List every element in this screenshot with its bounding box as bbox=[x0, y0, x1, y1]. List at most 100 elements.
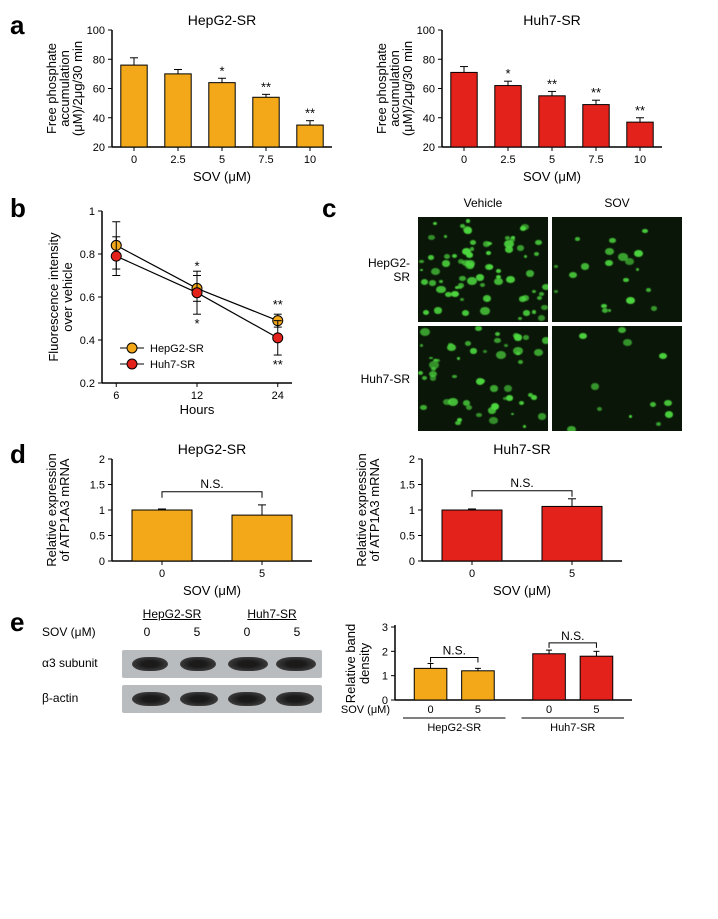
svg-text:2.5: 2.5 bbox=[500, 154, 515, 166]
panel-d-row: d 00.511.5205N.S.HepG2-SRRelative expres… bbox=[10, 439, 708, 599]
svg-text:0: 0 bbox=[99, 556, 105, 568]
panel-c-grid: Vehicle SOV HepG2-SR Huh7-SR bbox=[354, 193, 682, 431]
panel-c-label: c bbox=[322, 193, 344, 224]
svg-text:SOV (μM): SOV (μM) bbox=[523, 169, 581, 184]
svg-text:N.S.: N.S. bbox=[561, 629, 584, 643]
svg-text:0: 0 bbox=[159, 568, 165, 580]
micrograph-col-label: Vehicle bbox=[418, 196, 548, 210]
panel-a-label: a bbox=[10, 10, 32, 41]
svg-text:2: 2 bbox=[99, 454, 105, 466]
svg-text:**: ** bbox=[261, 79, 271, 94]
svg-text:*: * bbox=[219, 63, 224, 78]
svg-text:0.2: 0.2 bbox=[80, 378, 95, 390]
panel-a-chart-hepg2: 2040608010002.557.510*****HepG2-SRFree p… bbox=[42, 10, 342, 185]
svg-text:0: 0 bbox=[427, 704, 433, 716]
svg-text:Relative band: Relative band bbox=[343, 624, 358, 704]
svg-text:N.S.: N.S. bbox=[443, 644, 466, 658]
svg-text:Huh7-SR: Huh7-SR bbox=[150, 359, 195, 371]
svg-text:1.5: 1.5 bbox=[400, 480, 415, 492]
svg-text:2: 2 bbox=[382, 646, 388, 658]
svg-text:100: 100 bbox=[417, 25, 435, 37]
svg-text:(μM)/2μg/30 min: (μM)/2μg/30 min bbox=[400, 41, 415, 136]
svg-text:40: 40 bbox=[423, 113, 435, 125]
svg-text:5: 5 bbox=[593, 704, 599, 716]
svg-text:SOV (μM): SOV (μM) bbox=[493, 583, 551, 598]
panel-e-content: HepG2-SRHuh7-SRSOV (μM)0505α3 subunitβ-a… bbox=[42, 607, 640, 742]
svg-text:**: ** bbox=[305, 106, 315, 121]
svg-text:0.6: 0.6 bbox=[80, 292, 95, 304]
micrograph-cell bbox=[552, 217, 682, 322]
svg-text:**: ** bbox=[635, 103, 645, 118]
micrograph-cell bbox=[418, 326, 548, 431]
svg-text:20: 20 bbox=[423, 142, 435, 154]
svg-text:SOV (μM): SOV (μM) bbox=[193, 169, 251, 184]
svg-text:5: 5 bbox=[549, 154, 555, 166]
svg-text:60: 60 bbox=[93, 84, 105, 96]
svg-text:density: density bbox=[357, 642, 372, 684]
svg-text:**: ** bbox=[547, 76, 557, 91]
svg-text:0.4: 0.4 bbox=[80, 335, 95, 347]
svg-text:20: 20 bbox=[93, 142, 105, 154]
svg-text:of ATP1A3 mRNA: of ATP1A3 mRNA bbox=[367, 458, 382, 561]
svg-text:5: 5 bbox=[259, 568, 265, 580]
svg-text:0: 0 bbox=[546, 704, 552, 716]
micrograph-row-label: HepG2-SR bbox=[354, 256, 414, 284]
svg-text:*: * bbox=[194, 316, 199, 331]
svg-text:HepG2-SR: HepG2-SR bbox=[427, 722, 481, 734]
micrograph-row-label: Huh7-SR bbox=[354, 372, 414, 386]
panel-b-chart: 0.20.40.60.8161224******HepG2-SRHuh7-SRF… bbox=[42, 193, 302, 418]
panel-d-label: d bbox=[10, 439, 32, 470]
svg-text:2.5: 2.5 bbox=[170, 154, 185, 166]
svg-text:SOV (μM): SOV (μM) bbox=[341, 704, 390, 716]
panel-e-label: e bbox=[10, 607, 32, 638]
svg-text:Huh7-SR: Huh7-SR bbox=[493, 441, 551, 457]
svg-text:40: 40 bbox=[93, 113, 105, 125]
panel-d-chart-hepg2: 00.511.5205N.S.HepG2-SRRelative expressi… bbox=[42, 439, 322, 599]
svg-text:80: 80 bbox=[93, 54, 105, 66]
svg-text:6: 6 bbox=[113, 390, 119, 402]
micrograph-cell bbox=[552, 326, 682, 431]
svg-text:1.5: 1.5 bbox=[90, 480, 105, 492]
svg-text:0: 0 bbox=[409, 556, 415, 568]
svg-text:0: 0 bbox=[131, 154, 137, 166]
micrograph-col-label: SOV bbox=[552, 196, 682, 210]
svg-text:SOV (μM): SOV (μM) bbox=[183, 583, 241, 598]
svg-text:5: 5 bbox=[569, 568, 575, 580]
svg-text:0: 0 bbox=[461, 154, 467, 166]
panel-d-charts: 00.511.5205N.S.HepG2-SRRelative expressi… bbox=[42, 439, 632, 599]
svg-text:1: 1 bbox=[99, 505, 105, 517]
panel-a-chart-huh7: 2040608010002.557.510*******Huh7-SRFree … bbox=[372, 10, 672, 185]
svg-text:HepG2-SR: HepG2-SR bbox=[188, 12, 256, 28]
svg-text:24: 24 bbox=[272, 390, 284, 402]
svg-text:5: 5 bbox=[219, 154, 225, 166]
svg-text:*: * bbox=[505, 66, 510, 81]
svg-text:0.5: 0.5 bbox=[90, 531, 105, 543]
panel-e-row: e HepG2-SRHuh7-SRSOV (μM)0505α3 subunitβ… bbox=[10, 607, 708, 742]
svg-text:1: 1 bbox=[382, 671, 388, 683]
svg-text:0: 0 bbox=[469, 568, 475, 580]
svg-text:1: 1 bbox=[409, 505, 415, 517]
svg-text:10: 10 bbox=[634, 154, 646, 166]
panel-a-row: a 2040608010002.557.510*****HepG2-SRFree… bbox=[10, 10, 708, 185]
svg-text:HepG2-SR: HepG2-SR bbox=[178, 441, 246, 457]
micrograph-cell bbox=[418, 217, 548, 322]
svg-text:60: 60 bbox=[423, 84, 435, 96]
svg-text:Fluorescence intensity: Fluorescence intensity bbox=[46, 232, 61, 362]
svg-text:7.5: 7.5 bbox=[258, 154, 273, 166]
figure: a 2040608010002.557.510*****HepG2-SRFree… bbox=[10, 10, 708, 742]
svg-text:2: 2 bbox=[409, 454, 415, 466]
svg-text:0.5: 0.5 bbox=[400, 531, 415, 543]
svg-text:Huh7-SR: Huh7-SR bbox=[550, 722, 595, 734]
svg-text:**: ** bbox=[273, 357, 283, 372]
svg-text:N.S.: N.S. bbox=[510, 476, 533, 490]
svg-text:80: 80 bbox=[423, 54, 435, 66]
svg-text:7.5: 7.5 bbox=[588, 154, 603, 166]
svg-text:3: 3 bbox=[382, 622, 388, 634]
svg-text:5: 5 bbox=[475, 704, 481, 716]
svg-text:over vehicle: over vehicle bbox=[60, 262, 75, 331]
svg-text:**: ** bbox=[273, 297, 283, 312]
panel-b-label: b bbox=[10, 193, 32, 224]
svg-text:0.8: 0.8 bbox=[80, 249, 95, 261]
panel-e-chart: 012305N.S.HepG2-SR05N.S.Huh7-SRRelative … bbox=[340, 607, 640, 742]
svg-text:(μM)/2μg/30 min: (μM)/2μg/30 min bbox=[70, 41, 85, 136]
